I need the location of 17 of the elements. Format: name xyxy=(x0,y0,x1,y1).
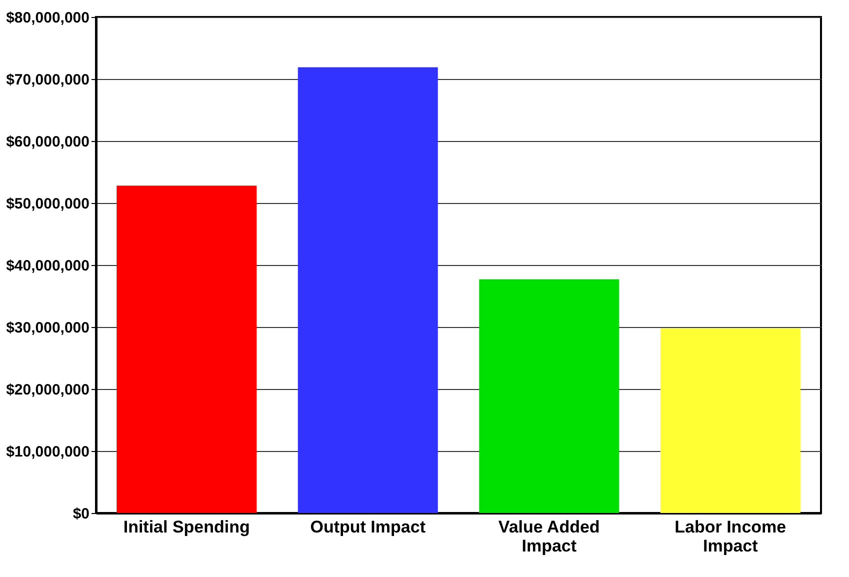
y-tick-label: $0 xyxy=(72,506,90,522)
y-tick-label: $10,000,000 xyxy=(6,444,90,460)
x-tick-label: Value Added Impact xyxy=(498,518,600,556)
y-tick-label: $20,000,000 xyxy=(6,382,90,398)
bar xyxy=(479,279,620,513)
y-tick-label: $80,000,000 xyxy=(6,10,90,26)
bar xyxy=(660,328,800,513)
y-tick-label: $50,000,000 xyxy=(6,196,90,212)
y-tick-label: $40,000,000 xyxy=(6,258,90,274)
bar xyxy=(116,186,257,513)
x-tick-label: Labor Income Impact xyxy=(674,518,786,556)
y-tick-label: $70,000,000 xyxy=(6,72,90,88)
x-tick-label: Output Impact xyxy=(310,518,426,536)
y-tick-label: $30,000,000 xyxy=(6,320,90,336)
bar xyxy=(298,67,438,513)
x-tick-label: Initial Spending xyxy=(123,518,250,536)
y-tick-label: $60,000,000 xyxy=(6,134,90,150)
